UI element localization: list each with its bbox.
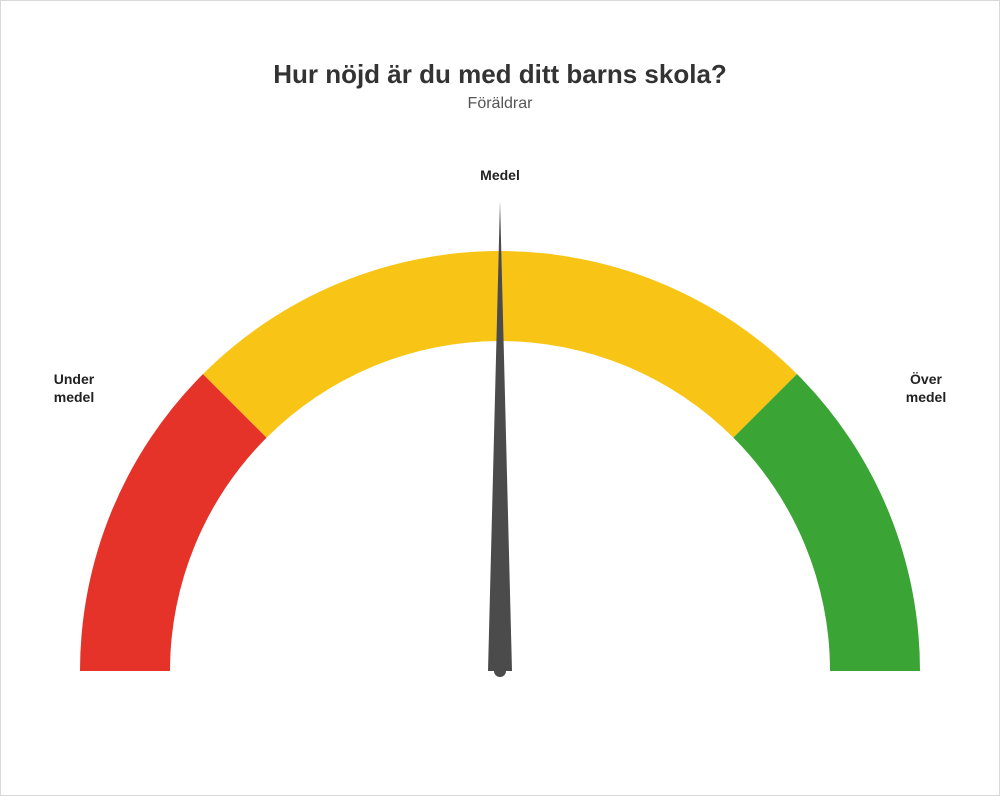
gauge-segment-0 <box>80 374 267 671</box>
gauge-pivot <box>494 665 506 677</box>
chart-subtitle: Föräldrar <box>1 95 999 113</box>
gauge-segment-2 <box>733 374 920 671</box>
gauge-svg <box>70 191 930 691</box>
chart-title: Hur nöjd är du med ditt barns skola? <box>1 59 999 90</box>
gauge-label-top: Medel <box>480 167 520 183</box>
chart-frame: Hur nöjd är du med ditt barns skola? För… <box>0 0 1000 796</box>
gauge-chart <box>70 191 930 696</box>
